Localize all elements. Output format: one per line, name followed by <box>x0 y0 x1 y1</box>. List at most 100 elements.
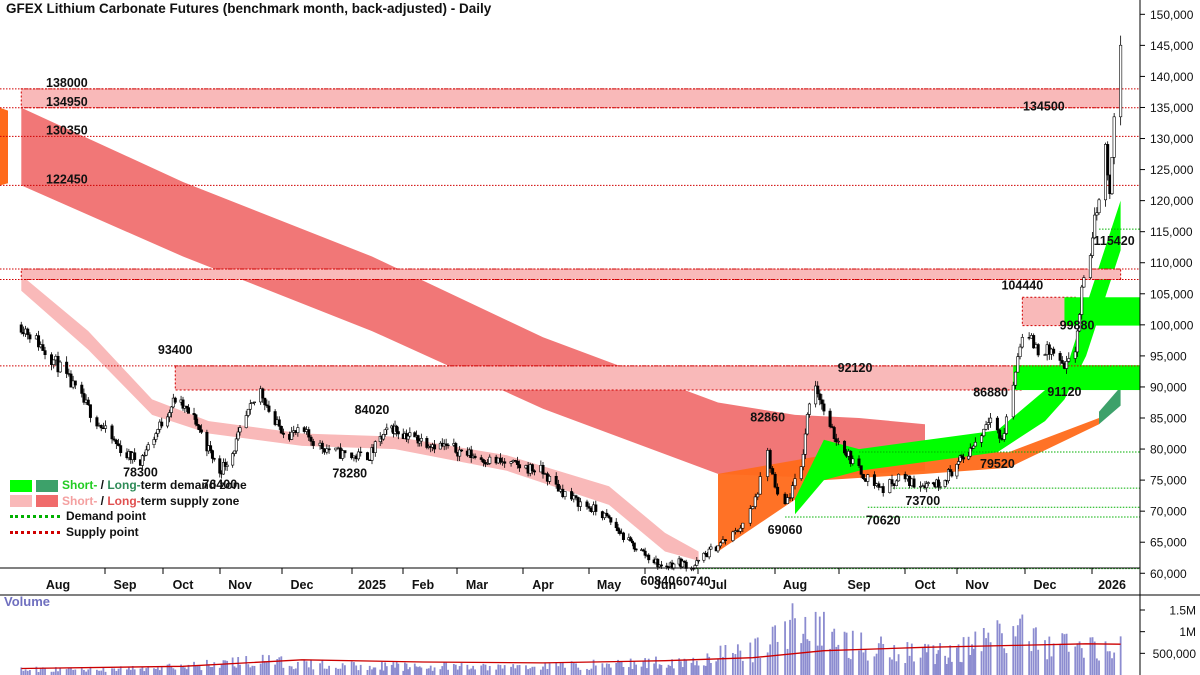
volume-bar <box>334 667 337 675</box>
candle-body <box>1078 314 1082 332</box>
legend-supply-rest: term supply zone <box>140 493 240 508</box>
volume-bar <box>54 667 57 675</box>
volume-bar <box>808 640 811 675</box>
candle-body <box>169 406 173 413</box>
legend-demand-slash: / <box>97 478 108 492</box>
candle-body <box>365 452 369 461</box>
price-label: 99880 <box>1060 319 1095 333</box>
candle-body <box>894 480 898 487</box>
volume-bar <box>445 662 448 675</box>
volume-bar <box>119 666 122 675</box>
volume-bar <box>350 661 353 675</box>
price-label: 130350 <box>46 123 88 137</box>
candle-body <box>822 403 826 412</box>
volume-bar <box>835 646 838 675</box>
x-tick-label: 2026 <box>1098 578 1126 592</box>
volume-bar <box>418 666 421 675</box>
volume-bar <box>955 647 958 675</box>
volume-bar <box>804 616 807 675</box>
candle-body <box>647 554 651 561</box>
candle-body <box>931 482 935 485</box>
candle-body <box>585 501 589 507</box>
volume-bar <box>155 668 157 675</box>
x-tick-label: Mar <box>466 578 488 592</box>
volume-bar <box>292 669 295 675</box>
y-tick-label: 95,000 <box>1150 349 1187 363</box>
volume-bar <box>425 668 428 675</box>
volume-bar <box>145 668 148 675</box>
candle-body <box>192 413 196 416</box>
candle-body <box>955 464 959 477</box>
volume-bar <box>337 668 340 675</box>
volume-bar <box>497 664 500 675</box>
price-label: 82860 <box>750 410 785 424</box>
volume-bar <box>789 619 791 675</box>
candle-body <box>265 404 269 407</box>
volume-bar <box>681 667 684 675</box>
candle-body <box>86 399 90 405</box>
candle-body <box>309 436 313 442</box>
candle-body <box>144 449 148 456</box>
volume-bar <box>1035 627 1037 675</box>
candle-body <box>187 407 191 414</box>
candle-body <box>1014 371 1018 386</box>
candle-body <box>196 423 200 426</box>
candle-body <box>1016 356 1020 373</box>
x-tick-label: 2025 <box>358 578 386 592</box>
volume-bar <box>355 665 358 675</box>
volume-bar <box>233 666 236 675</box>
volume-y-tick-label: 500,000 <box>1153 647 1197 661</box>
volume-bar <box>368 665 371 675</box>
volume-bar <box>829 648 831 675</box>
volume-bar <box>694 665 696 675</box>
candle-body <box>454 443 458 453</box>
candle-body <box>736 530 740 532</box>
volume-bar <box>935 653 938 675</box>
volume-bar <box>131 666 134 675</box>
volume-bar <box>174 669 177 675</box>
volume-bar <box>141 667 144 675</box>
volume-bar <box>143 671 146 675</box>
volume-bar <box>1111 658 1113 675</box>
candle-body <box>738 527 742 532</box>
candle-body <box>359 451 363 454</box>
long-term-demand-zone <box>1099 386 1121 425</box>
candle-body <box>554 475 558 485</box>
candle-body <box>231 453 235 466</box>
volume-bar <box>683 658 686 675</box>
volume-bar <box>392 662 395 675</box>
volume-moving-average <box>21 643 1121 670</box>
volume-bar <box>1098 660 1100 675</box>
volume-bar <box>974 631 977 675</box>
volume-bar <box>235 667 238 675</box>
volume-bar <box>845 632 848 675</box>
volume-bar <box>919 657 922 675</box>
candle-body <box>643 550 647 556</box>
volume-bar <box>739 650 742 675</box>
candle-body <box>866 474 870 482</box>
volume-bar <box>218 667 221 675</box>
candle-body <box>416 435 420 444</box>
volume-bar <box>280 656 283 675</box>
legend-demand-point-row: Demand point <box>10 509 247 525</box>
candle-body <box>395 425 399 432</box>
volume-bar <box>321 659 324 675</box>
candle-body <box>119 445 123 453</box>
volume-bar <box>1091 637 1094 675</box>
candle-body <box>311 441 315 446</box>
volume-bar <box>111 668 113 675</box>
volume-bar <box>575 663 577 675</box>
volume-bar <box>751 662 754 675</box>
volume-bar <box>949 645 952 675</box>
volume-bar <box>998 623 1001 675</box>
volume-bar <box>1048 636 1051 675</box>
candle-body <box>385 427 389 431</box>
candle-body <box>1073 351 1077 359</box>
volume-bar <box>185 669 188 675</box>
candle-body <box>570 491 574 500</box>
candle-body <box>1058 353 1062 361</box>
volume-y-tick-label: 1.5M <box>1169 604 1196 618</box>
